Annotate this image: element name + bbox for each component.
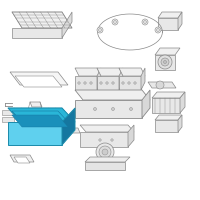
Circle shape xyxy=(100,82,102,84)
Circle shape xyxy=(112,108,114,110)
Polygon shape xyxy=(75,100,142,118)
Polygon shape xyxy=(62,12,72,38)
Polygon shape xyxy=(80,125,134,132)
Circle shape xyxy=(112,82,114,84)
Circle shape xyxy=(96,143,114,161)
Polygon shape xyxy=(14,157,30,163)
Circle shape xyxy=(106,82,108,84)
Circle shape xyxy=(156,28,160,31)
Polygon shape xyxy=(62,108,75,145)
Polygon shape xyxy=(148,82,176,88)
Circle shape xyxy=(158,55,172,69)
Circle shape xyxy=(142,19,148,25)
Polygon shape xyxy=(155,115,182,120)
Circle shape xyxy=(156,81,164,89)
Circle shape xyxy=(97,27,103,33)
Circle shape xyxy=(112,19,118,25)
Polygon shape xyxy=(119,68,123,90)
Polygon shape xyxy=(80,132,128,147)
Circle shape xyxy=(99,139,101,141)
Polygon shape xyxy=(15,76,62,87)
Polygon shape xyxy=(178,115,182,132)
Polygon shape xyxy=(97,68,123,76)
Circle shape xyxy=(94,108,96,110)
Polygon shape xyxy=(8,108,75,122)
Polygon shape xyxy=(119,76,141,90)
Circle shape xyxy=(78,82,80,84)
Polygon shape xyxy=(75,90,150,100)
Polygon shape xyxy=(30,102,42,107)
Circle shape xyxy=(111,139,113,141)
Polygon shape xyxy=(85,157,130,162)
Polygon shape xyxy=(152,92,185,98)
Circle shape xyxy=(155,27,161,33)
Polygon shape xyxy=(12,115,68,127)
Circle shape xyxy=(130,108,132,110)
Polygon shape xyxy=(155,120,178,132)
Polygon shape xyxy=(152,98,180,113)
Polygon shape xyxy=(180,92,185,113)
Circle shape xyxy=(134,82,136,84)
Polygon shape xyxy=(12,12,72,28)
Polygon shape xyxy=(75,76,97,90)
Polygon shape xyxy=(158,12,182,18)
Circle shape xyxy=(161,58,169,66)
Circle shape xyxy=(164,60,166,64)
Polygon shape xyxy=(8,122,62,145)
Polygon shape xyxy=(12,28,62,38)
Polygon shape xyxy=(142,90,150,118)
Polygon shape xyxy=(10,72,68,85)
Polygon shape xyxy=(2,110,14,115)
Circle shape xyxy=(98,28,102,31)
Circle shape xyxy=(84,82,86,84)
Circle shape xyxy=(90,82,92,84)
Circle shape xyxy=(122,82,124,84)
Polygon shape xyxy=(178,12,182,30)
Circle shape xyxy=(99,146,111,158)
Circle shape xyxy=(102,149,108,155)
Polygon shape xyxy=(2,117,14,122)
Polygon shape xyxy=(128,125,134,147)
Polygon shape xyxy=(158,18,178,30)
Polygon shape xyxy=(155,55,175,70)
Polygon shape xyxy=(97,68,101,90)
Circle shape xyxy=(128,82,130,84)
Polygon shape xyxy=(65,128,80,133)
Polygon shape xyxy=(97,76,119,90)
Polygon shape xyxy=(10,155,34,162)
Polygon shape xyxy=(155,48,180,55)
Circle shape xyxy=(114,21,116,23)
Circle shape xyxy=(144,21,146,23)
Polygon shape xyxy=(85,162,125,170)
Polygon shape xyxy=(119,68,145,76)
Polygon shape xyxy=(75,68,101,76)
Polygon shape xyxy=(141,68,145,90)
